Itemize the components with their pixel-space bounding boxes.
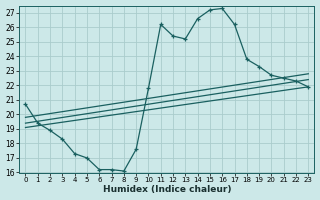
X-axis label: Humidex (Indice chaleur): Humidex (Indice chaleur) [103, 185, 231, 194]
